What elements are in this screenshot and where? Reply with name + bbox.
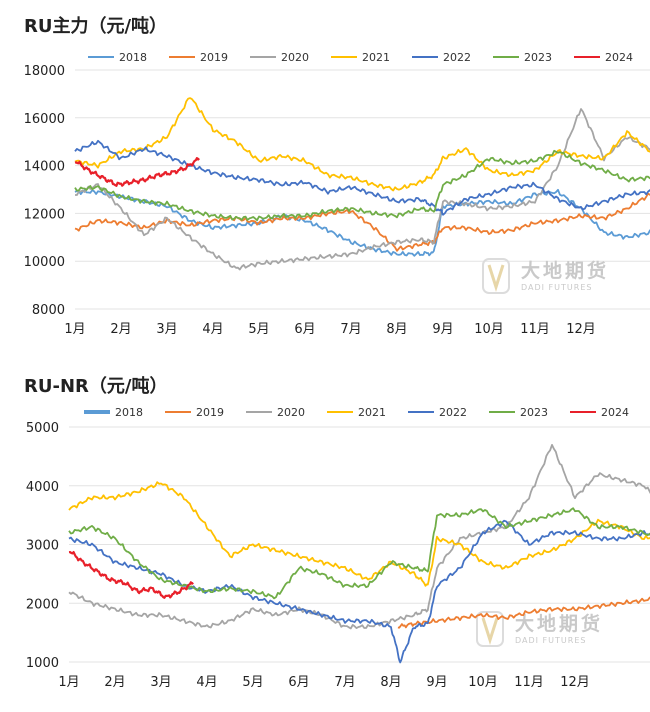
chart2-xtick-label: 6月 [288, 675, 309, 690]
chart1-legend-label-2021: 2021 [362, 51, 390, 64]
watermark-name: 大地期货 [515, 612, 603, 635]
chart2-ru-nr: 1000 2000 3000 4000 5000 1月 2月 3月 4月 5月 6月 7月 8月 9月 10… [26, 406, 650, 690]
chart2-xtick-label: 9月 [426, 675, 447, 690]
chart1-xtick-label: 7月 [340, 322, 361, 337]
chart1-xtick-label: 10月 [474, 322, 504, 337]
chart1-legend-label-2018: 2018 [119, 51, 147, 64]
chart1-series-2021 [74, 97, 650, 192]
chart1-series-2020 [75, 108, 650, 271]
chart1-xtick-label: 2月 [110, 322, 131, 337]
chart1-xtick-label: 8月 [386, 322, 407, 337]
chart2-xtick-label: 11月 [514, 675, 544, 690]
chart2-legend-label-2020: 2020 [277, 406, 305, 419]
chart1-xtick-label: 6月 [294, 322, 315, 337]
chart2-xtick-label: 5月 [242, 675, 263, 690]
watermark-sub: DADI FUTURES [515, 636, 586, 645]
chart2-legend-label-2021: 2021 [358, 406, 386, 419]
chart2-xtick-label: 12月 [560, 675, 590, 690]
chart2-legend-label-2018: 2018 [115, 406, 143, 419]
chart2-xtick-label: 10月 [468, 675, 498, 690]
chart2-legend-label-2019: 2019 [196, 406, 224, 419]
chart1-xtick-label: 9月 [432, 322, 453, 337]
chart2-series-2020 [68, 444, 650, 630]
chart1-ytick-label: 12000 [24, 207, 65, 222]
chart1-xtick-label: 3月 [156, 322, 177, 337]
chart1-legend-label-2023: 2023 [524, 51, 552, 64]
chart1-ru-main: 8000 10000 12000 14000 16000 18000 1月 2月 3月 4月 5月 6… [24, 51, 650, 337]
chart1-series-2019 [74, 192, 650, 252]
chart2-legend-label-2024: 2024 [601, 406, 629, 419]
watermark-sub: DADI FUTURES [521, 283, 592, 292]
watermark-logo-icon [482, 258, 510, 294]
chart1-series-2024 [74, 157, 200, 187]
chart1-legend-label-2022: 2022 [443, 51, 471, 64]
chart1-title: RU主力（元/吨） [24, 15, 167, 37]
chart2-xtick-label: 1月 [58, 675, 79, 690]
chart2-ytick-label: 4000 [26, 480, 59, 495]
chart1-xtick-label: 5月 [248, 322, 269, 337]
watermark-logo-icon [476, 611, 504, 647]
chart1-series-2022 [74, 139, 650, 216]
chart1-ytick-label: 8000 [32, 303, 65, 318]
chart1-ytick-label: 18000 [24, 64, 65, 79]
watermark-name: 大地期货 [521, 259, 609, 282]
chart2-legend-label-2022: 2022 [439, 406, 467, 419]
chart2-title: RU-NR（元/吨） [24, 375, 167, 397]
watermark-logo-mark-icon [481, 617, 499, 645]
chart2-series-2021 [68, 481, 650, 587]
chart2-xtick-label: 4月 [196, 675, 217, 690]
chart1-series-2023 [74, 149, 650, 222]
chart2-series-2024 [68, 551, 194, 599]
chart1-legend-label-2024: 2024 [605, 51, 633, 64]
chart2-series-2023 [68, 507, 650, 600]
chart2-xtick-label: 7月 [334, 675, 355, 690]
chart1-series-2018 [74, 188, 650, 257]
chart1-ytick-label: 16000 [24, 112, 65, 127]
chart2-ytick-label: 5000 [26, 421, 59, 436]
chart2-series-2019 [397, 596, 650, 629]
watermark-logo-mark-icon [487, 264, 505, 292]
chart1-ytick-label: 10000 [24, 255, 65, 270]
chart2-ytick-label: 2000 [26, 597, 59, 612]
chart1-xtick-label: 4月 [202, 322, 223, 337]
chart2-xtick-label: 8月 [380, 675, 401, 690]
chart1-xtick-label: 11月 [520, 322, 550, 337]
chart2-ytick-label: 1000 [26, 656, 59, 671]
chart2-xtick-label: 2月 [104, 675, 125, 690]
chart2-legend-label-2023: 2023 [520, 406, 548, 419]
chart1-legend-label-2020: 2020 [281, 51, 309, 64]
chart1-legend-label-2019: 2019 [200, 51, 228, 64]
chart2-xtick-label: 3月 [150, 675, 171, 690]
chart1-ytick-label: 14000 [24, 160, 65, 175]
chart1-xtick-label: 1月 [64, 322, 85, 337]
chart1-xtick-label: 12月 [566, 322, 596, 337]
chart2-ytick-label: 3000 [26, 539, 59, 554]
